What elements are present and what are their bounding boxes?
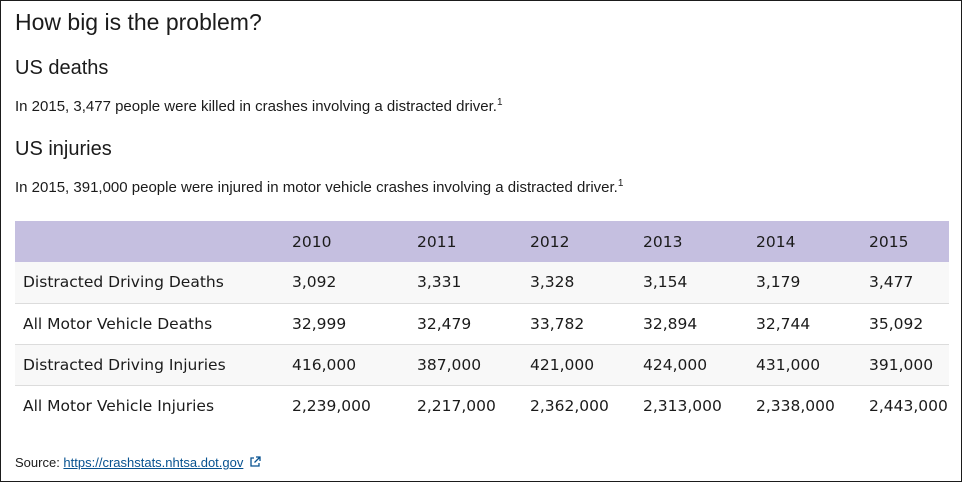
table-cell: 387,000 (417, 355, 482, 374)
table-cell: 424,000 (643, 355, 708, 374)
us-deaths-sentence: In 2015, 3,477 people were killed in cra… (15, 98, 497, 115)
header-cell-2014: 2014 (756, 232, 796, 251)
table-cell: 2,362,000 (530, 396, 609, 415)
table-cell: 421,000 (530, 355, 595, 374)
table-cell: 3,331 (417, 273, 462, 292)
table-cell: 3,477 (869, 273, 914, 292)
header-cell-2015: 2015 (869, 232, 909, 251)
table-header-row: 2010 2011 2012 2013 2014 2015 (15, 221, 949, 262)
table-cell: 3,092 (292, 273, 337, 292)
table-cell: 3,179 (756, 273, 801, 292)
us-deaths-text: In 2015, 3,477 people were killed in cra… (15, 97, 503, 116)
header-cell-empty (15, 221, 279, 262)
table-row: Distracted Driving Injuries 416,000 387,… (15, 344, 949, 385)
us-injuries-heading: US injuries (15, 138, 112, 160)
table-cell: 2,313,000 (643, 396, 722, 415)
table-cell: 33,782 (530, 314, 585, 333)
table-row: All Motor Vehicle Injuries 2,239,000 2,2… (15, 385, 949, 426)
us-injuries-sentence: In 2015, 391,000 people were injured in … (15, 179, 618, 196)
table-cell: 3,154 (643, 273, 688, 292)
table-cell: 35,092 (869, 314, 924, 333)
footnote-link-deaths[interactable]: 1 (496, 97, 503, 108)
header-cell-2010: 2010 (292, 232, 332, 251)
statistics-table: 2010 2011 2012 2013 2014 2015 Distracted… (15, 221, 949, 426)
table-cell: 2,338,000 (756, 396, 835, 415)
table-row: Distracted Driving Deaths 3,092 3,331 3,… (15, 262, 949, 303)
external-link-icon[interactable] (249, 456, 262, 471)
header-cell-2013: 2013 (643, 232, 683, 251)
header-cell-2012: 2012 (530, 232, 570, 251)
source-label: Source: (15, 455, 64, 470)
source-link[interactable]: https://crashstats.nhtsa.dot.gov (63, 455, 244, 470)
us-deaths-heading: US deaths (15, 57, 109, 79)
row-label: All Motor Vehicle Injuries (23, 396, 215, 415)
table-cell: 32,894 (643, 314, 698, 333)
us-injuries-text: In 2015, 391,000 people were injured in … (15, 178, 624, 197)
page-title: How big is the problem? (15, 9, 262, 35)
row-label: Distracted Driving Injuries (23, 355, 226, 374)
table-cell: 391,000 (869, 355, 934, 374)
table-cell: 32,479 (417, 314, 472, 333)
table-cell: 2,239,000 (292, 396, 371, 415)
table-row: All Motor Vehicle Deaths 32,999 32,479 3… (15, 303, 949, 344)
footnote-link-injuries[interactable]: 1 (617, 178, 624, 189)
source-line: Source: https://crashstats.nhtsa.dot.gov (15, 455, 262, 471)
table-cell: 32,744 (756, 314, 811, 333)
row-label: Distracted Driving Deaths (23, 273, 224, 292)
table-cell: 2,217,000 (417, 396, 496, 415)
table-cell: 416,000 (292, 355, 357, 374)
table-cell: 2,443,000 (869, 396, 948, 415)
table-cell: 32,999 (292, 314, 347, 333)
table-cell: 431,000 (756, 355, 821, 374)
header-cell-2011: 2011 (417, 232, 457, 251)
row-label: All Motor Vehicle Deaths (23, 314, 213, 333)
table-cell: 3,328 (530, 273, 575, 292)
